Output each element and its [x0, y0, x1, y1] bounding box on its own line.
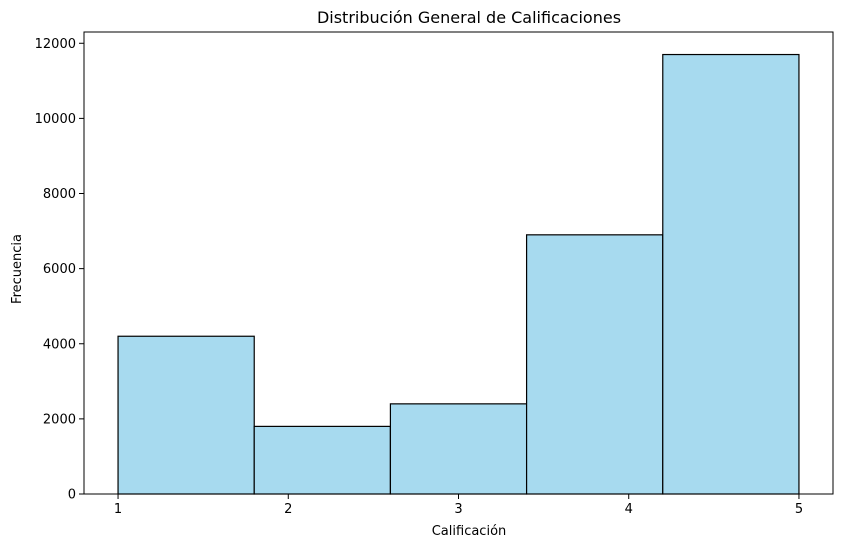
x-tick-label: 4: [625, 502, 633, 517]
x-tick-label: 5: [795, 502, 803, 517]
bar-bin-4: [525, 234, 664, 495]
y-tick-label: 6000: [43, 262, 76, 277]
x-axis-ticks: 1 2 3 4 5: [114, 494, 803, 517]
x-axis-label: Calificación: [432, 524, 507, 539]
bars-group: [117, 53, 800, 495]
bar-bin-2: [253, 425, 392, 495]
y-tick-label: 2000: [43, 412, 76, 427]
y-axis-label: Frecuencia: [10, 234, 25, 304]
y-axis-ticks: 0 2000 4000 6000 8000 10000 12000: [35, 37, 84, 503]
y-tick-label: 10000: [35, 112, 76, 127]
y-tick-label: 0: [68, 488, 76, 503]
y-tick-label: 4000: [43, 337, 76, 352]
x-tick-label: 3: [454, 502, 462, 517]
y-tick-label: 12000: [35, 37, 76, 52]
bar-bin-5: [662, 53, 800, 495]
x-tick-label: 1: [114, 502, 122, 517]
chart-title: Distribución General de Calificaciones: [317, 8, 621, 27]
bar-bin-1: [117, 335, 255, 495]
bar-bin-3: [389, 403, 528, 495]
x-tick-label: 2: [284, 502, 292, 517]
y-tick-label: 8000: [43, 187, 76, 202]
